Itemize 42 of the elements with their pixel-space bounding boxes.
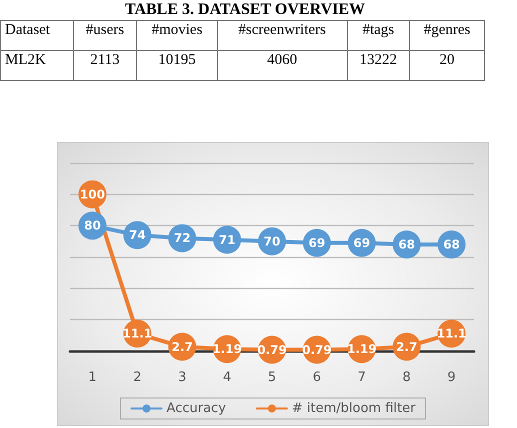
category-label: #tags [347, 20, 410, 50]
data-label: 2.7 [172, 340, 193, 354]
data-label: 74 [128, 228, 146, 242]
data-label: 20 [410, 50, 484, 80]
category-label: ML2K [5, 52, 46, 68]
data-label: 0.79 [302, 342, 332, 357]
category-label: #genres [410, 20, 484, 50]
data-label: 4060 [217, 50, 348, 80]
category-label: #movies [136, 20, 218, 50]
data-label: 11.1 [436, 326, 466, 341]
data-label: 69 [308, 236, 326, 250]
data-label: 68 [443, 237, 460, 252]
x-tick-label: 6 [312, 370, 322, 385]
x-tick-label: 4 [222, 370, 232, 385]
category-label: #users [73, 20, 137, 50]
x-tick-label: 9 [447, 370, 456, 385]
data-label: 2113 [73, 50, 137, 80]
data-label: 70 [264, 234, 280, 248]
data-label: 0.79 [257, 342, 287, 357]
data-label: 13222 [347, 50, 410, 80]
x-tick-label: 5 [268, 370, 276, 385]
x-tick-label: 1 [88, 370, 97, 385]
data-label: 68 [398, 237, 416, 252]
data-label: 1.19 [346, 342, 377, 356]
text: Dataset [0, 20, 74, 50]
legend-label: # item/bloom filter [292, 401, 416, 416]
data-label: 100 [80, 187, 105, 202]
legend-label: Accuracy [166, 401, 226, 416]
data-label: 10195 [136, 50, 218, 80]
data-label: 72 [174, 231, 191, 246]
x-tick-label: 8 [402, 370, 411, 385]
data-label: 71 [218, 232, 236, 247]
x-tick-label: 3 [178, 370, 186, 385]
category-label: #screenwriters [217, 20, 348, 50]
x-tick-label: 2 [133, 370, 142, 385]
data-label: 2.7 [396, 340, 418, 354]
data-label: 80 [84, 218, 101, 233]
data-label: 11.1 [122, 326, 152, 341]
x-tick-label: 7 [358, 370, 366, 385]
data-label: 69 [353, 236, 370, 250]
data-label: 1.19 [212, 342, 242, 356]
text: TABLE 3. DATASET OVERVIEW [124, 0, 366, 20]
